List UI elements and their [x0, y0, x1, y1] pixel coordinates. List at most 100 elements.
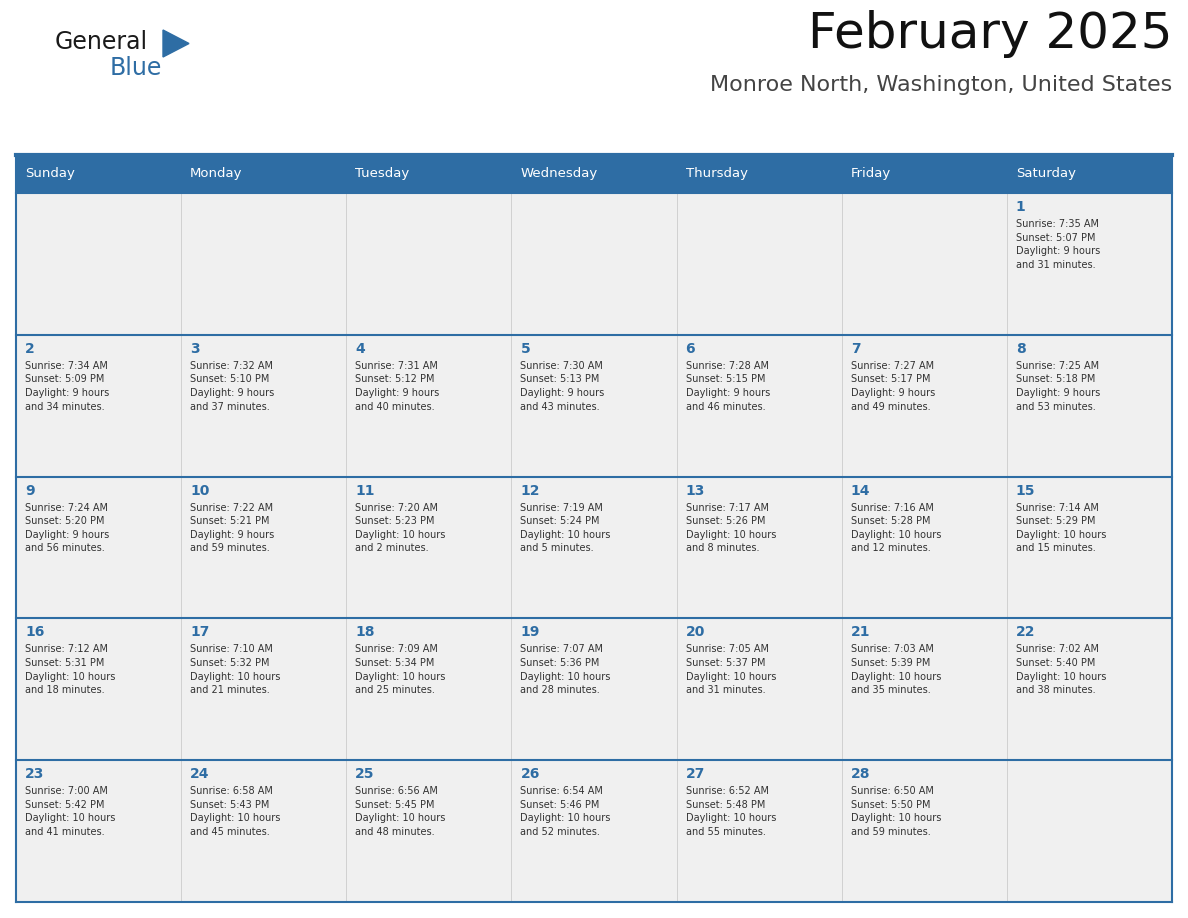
Text: Thursday: Thursday	[685, 167, 747, 181]
Text: Wednesday: Wednesday	[520, 167, 598, 181]
Text: 15: 15	[1016, 484, 1036, 498]
Bar	[511, 760, 677, 902]
Text: 14: 14	[851, 484, 871, 498]
Text: 13: 13	[685, 484, 704, 498]
Bar	[677, 476, 842, 619]
Text: Sunrise: 7:16 AM
Sunset: 5:28 PM
Daylight: 10 hours
and 12 minutes.: Sunrise: 7:16 AM Sunset: 5:28 PM Dayligh…	[851, 502, 941, 554]
Bar	[15, 476, 181, 619]
Bar	[346, 193, 511, 335]
Text: 5: 5	[520, 341, 530, 356]
Text: Sunrise: 7:28 AM
Sunset: 5:15 PM
Daylight: 9 hours
and 46 minutes.: Sunrise: 7:28 AM Sunset: 5:15 PM Dayligh…	[685, 361, 770, 411]
Text: Sunrise: 7:35 AM
Sunset: 5:07 PM
Daylight: 9 hours
and 31 minutes.: Sunrise: 7:35 AM Sunset: 5:07 PM Dayligh…	[1016, 219, 1100, 270]
Bar	[181, 155, 346, 193]
Text: Sunrise: 7:12 AM
Sunset: 5:31 PM
Daylight: 10 hours
and 18 minutes.: Sunrise: 7:12 AM Sunset: 5:31 PM Dayligh…	[25, 644, 115, 695]
Text: Sunrise: 7:09 AM
Sunset: 5:34 PM
Daylight: 10 hours
and 25 minutes.: Sunrise: 7:09 AM Sunset: 5:34 PM Dayligh…	[355, 644, 446, 695]
Bar	[677, 619, 842, 760]
Text: Sunrise: 7:27 AM
Sunset: 5:17 PM
Daylight: 9 hours
and 49 minutes.: Sunrise: 7:27 AM Sunset: 5:17 PM Dayligh…	[851, 361, 935, 411]
Text: General: General	[55, 30, 148, 54]
Text: 3: 3	[190, 341, 200, 356]
Text: 10: 10	[190, 484, 209, 498]
Text: Sunrise: 6:54 AM
Sunset: 5:46 PM
Daylight: 10 hours
and 52 minutes.: Sunrise: 6:54 AM Sunset: 5:46 PM Dayligh…	[520, 786, 611, 837]
Text: Sunrise: 7:05 AM
Sunset: 5:37 PM
Daylight: 10 hours
and 31 minutes.: Sunrise: 7:05 AM Sunset: 5:37 PM Dayligh…	[685, 644, 776, 695]
Text: Sunrise: 7:10 AM
Sunset: 5:32 PM
Daylight: 10 hours
and 21 minutes.: Sunrise: 7:10 AM Sunset: 5:32 PM Dayligh…	[190, 644, 280, 695]
Bar	[181, 760, 346, 902]
Text: 20: 20	[685, 625, 704, 640]
Bar	[1007, 476, 1173, 619]
Text: 28: 28	[851, 767, 871, 781]
Text: 6: 6	[685, 341, 695, 356]
Bar	[677, 193, 842, 335]
Bar	[15, 619, 181, 760]
Bar	[15, 155, 181, 193]
Text: 11: 11	[355, 484, 374, 498]
Bar	[181, 476, 346, 619]
Text: Sunrise: 7:17 AM
Sunset: 5:26 PM
Daylight: 10 hours
and 8 minutes.: Sunrise: 7:17 AM Sunset: 5:26 PM Dayligh…	[685, 502, 776, 554]
Text: Friday: Friday	[851, 167, 891, 181]
Bar	[842, 476, 1007, 619]
Text: Sunday: Sunday	[25, 167, 75, 181]
Bar	[1007, 155, 1173, 193]
Bar	[677, 760, 842, 902]
Text: Sunrise: 6:52 AM
Sunset: 5:48 PM
Daylight: 10 hours
and 55 minutes.: Sunrise: 6:52 AM Sunset: 5:48 PM Dayligh…	[685, 786, 776, 837]
Bar	[181, 193, 346, 335]
Bar	[511, 193, 677, 335]
Text: Tuesday: Tuesday	[355, 167, 410, 181]
Bar	[677, 155, 842, 193]
Text: 7: 7	[851, 341, 860, 356]
Text: Sunrise: 7:34 AM
Sunset: 5:09 PM
Daylight: 9 hours
and 34 minutes.: Sunrise: 7:34 AM Sunset: 5:09 PM Dayligh…	[25, 361, 109, 411]
Text: 21: 21	[851, 625, 871, 640]
Text: 25: 25	[355, 767, 374, 781]
Bar	[181, 335, 346, 476]
Text: Sunrise: 7:20 AM
Sunset: 5:23 PM
Daylight: 10 hours
and 2 minutes.: Sunrise: 7:20 AM Sunset: 5:23 PM Dayligh…	[355, 502, 446, 554]
Text: 18: 18	[355, 625, 374, 640]
Bar	[842, 619, 1007, 760]
Bar	[511, 335, 677, 476]
Text: 12: 12	[520, 484, 539, 498]
Bar	[15, 335, 181, 476]
Text: 24: 24	[190, 767, 209, 781]
Text: Monday: Monday	[190, 167, 242, 181]
Text: 9: 9	[25, 484, 34, 498]
Text: Sunrise: 6:56 AM
Sunset: 5:45 PM
Daylight: 10 hours
and 48 minutes.: Sunrise: 6:56 AM Sunset: 5:45 PM Dayligh…	[355, 786, 446, 837]
Text: 26: 26	[520, 767, 539, 781]
Text: Sunrise: 6:50 AM
Sunset: 5:50 PM
Daylight: 10 hours
and 59 minutes.: Sunrise: 6:50 AM Sunset: 5:50 PM Dayligh…	[851, 786, 941, 837]
Bar	[842, 760, 1007, 902]
Text: 17: 17	[190, 625, 209, 640]
Bar	[346, 476, 511, 619]
Bar	[346, 335, 511, 476]
Text: 22: 22	[1016, 625, 1036, 640]
Text: Sunrise: 7:24 AM
Sunset: 5:20 PM
Daylight: 9 hours
and 56 minutes.: Sunrise: 7:24 AM Sunset: 5:20 PM Dayligh…	[25, 502, 109, 554]
Bar	[842, 335, 1007, 476]
Bar	[15, 760, 181, 902]
Text: Sunrise: 7:30 AM
Sunset: 5:13 PM
Daylight: 9 hours
and 43 minutes.: Sunrise: 7:30 AM Sunset: 5:13 PM Dayligh…	[520, 361, 605, 411]
Text: February 2025: February 2025	[808, 10, 1173, 58]
Text: Blue: Blue	[110, 56, 163, 80]
Text: Sunrise: 7:00 AM
Sunset: 5:42 PM
Daylight: 10 hours
and 41 minutes.: Sunrise: 7:00 AM Sunset: 5:42 PM Dayligh…	[25, 786, 115, 837]
Text: Sunrise: 7:19 AM
Sunset: 5:24 PM
Daylight: 10 hours
and 5 minutes.: Sunrise: 7:19 AM Sunset: 5:24 PM Dayligh…	[520, 502, 611, 554]
Text: Sunrise: 7:03 AM
Sunset: 5:39 PM
Daylight: 10 hours
and 35 minutes.: Sunrise: 7:03 AM Sunset: 5:39 PM Dayligh…	[851, 644, 941, 695]
Text: 8: 8	[1016, 341, 1025, 356]
Bar	[1007, 619, 1173, 760]
Text: Sunrise: 7:22 AM
Sunset: 5:21 PM
Daylight: 9 hours
and 59 minutes.: Sunrise: 7:22 AM Sunset: 5:21 PM Dayligh…	[190, 502, 274, 554]
Bar	[511, 476, 677, 619]
Bar	[677, 335, 842, 476]
Bar	[511, 155, 677, 193]
Text: Sunrise: 7:25 AM
Sunset: 5:18 PM
Daylight: 9 hours
and 53 minutes.: Sunrise: 7:25 AM Sunset: 5:18 PM Dayligh…	[1016, 361, 1100, 411]
Text: Monroe North, Washington, United States: Monroe North, Washington, United States	[709, 75, 1173, 95]
Bar	[1007, 760, 1173, 902]
Text: 23: 23	[25, 767, 44, 781]
Bar	[346, 619, 511, 760]
Text: Sunrise: 7:02 AM
Sunset: 5:40 PM
Daylight: 10 hours
and 38 minutes.: Sunrise: 7:02 AM Sunset: 5:40 PM Dayligh…	[1016, 644, 1106, 695]
Text: Sunrise: 7:32 AM
Sunset: 5:10 PM
Daylight: 9 hours
and 37 minutes.: Sunrise: 7:32 AM Sunset: 5:10 PM Dayligh…	[190, 361, 274, 411]
Bar	[181, 619, 346, 760]
Text: Saturday: Saturday	[1016, 167, 1076, 181]
Text: 19: 19	[520, 625, 539, 640]
Bar	[15, 193, 181, 335]
Text: 27: 27	[685, 767, 704, 781]
Bar	[346, 155, 511, 193]
Bar	[1007, 193, 1173, 335]
Bar	[1007, 335, 1173, 476]
Bar	[346, 760, 511, 902]
Text: Sunrise: 7:14 AM
Sunset: 5:29 PM
Daylight: 10 hours
and 15 minutes.: Sunrise: 7:14 AM Sunset: 5:29 PM Dayligh…	[1016, 502, 1106, 554]
Bar	[511, 619, 677, 760]
